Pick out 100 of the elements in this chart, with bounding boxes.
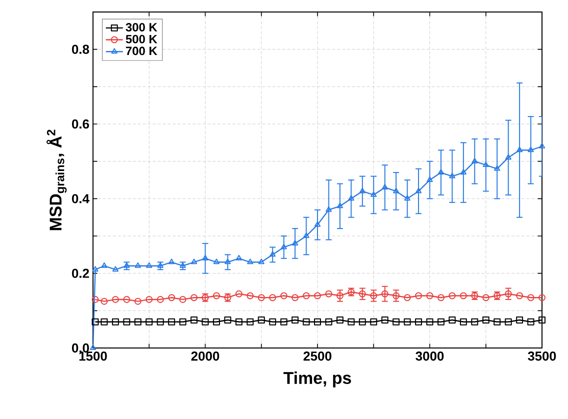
point [527,294,534,302]
point [112,318,119,326]
point [190,294,198,302]
point [190,316,198,324]
point [448,316,456,324]
point [157,262,164,268]
point [247,258,254,264]
point [280,292,288,300]
y-tick-label: 0.6 [72,119,90,129]
point [292,294,299,302]
point [392,318,400,326]
point [258,294,265,302]
point [168,258,175,264]
point [146,318,153,326]
legend-label: 700 K [126,46,158,56]
point [358,318,366,326]
point [504,318,512,326]
point [123,318,130,326]
point [504,290,512,298]
point [370,318,378,326]
point [134,262,141,268]
point [179,296,186,303]
point [392,188,400,194]
point [258,316,265,324]
point [370,292,378,300]
point [269,318,276,326]
y-tick-label: 0.2 [72,268,89,278]
point [123,296,130,303]
point [415,188,422,194]
point [224,316,232,324]
x-tick-label: 3500 [528,352,556,361]
point [482,294,490,302]
point [134,298,142,305]
point [314,292,321,300]
point [516,292,524,300]
point [168,318,176,326]
point [92,318,99,326]
point [348,318,355,326]
point [112,296,119,303]
point [471,318,478,326]
point [180,262,186,268]
point [325,318,332,326]
point [235,290,242,298]
y-tick-label: 0.4 [72,194,90,204]
point [124,262,130,268]
point [269,294,276,302]
point [246,292,254,300]
legend-label: 500 K [126,34,158,44]
point [404,318,411,326]
point [100,318,108,326]
point [235,318,242,326]
point [415,292,422,300]
point [212,292,220,300]
point [100,298,108,305]
point [404,294,411,302]
point [212,318,220,326]
x-tick-label: 2000 [191,352,220,361]
point [156,318,164,326]
point [516,316,524,324]
point [258,258,264,264]
point [415,318,422,326]
y-tick-label: 0.0 [72,343,89,353]
point [527,318,534,326]
point [482,316,490,324]
point [448,292,456,300]
point [336,316,344,324]
point [302,318,310,326]
point [146,296,153,303]
point [426,318,434,326]
point [426,292,434,300]
x-tick-label: 2500 [304,352,332,361]
y-axis-title: MSD$_{grains}$, Å$^{2}$ [46,130,67,230]
point [146,262,152,268]
point [236,254,242,260]
point [437,318,444,326]
point [325,290,332,298]
point [437,294,444,302]
point [358,290,366,298]
x-axis-title: Time, ps [283,372,351,388]
point [314,318,321,326]
point [460,318,467,326]
point [538,316,546,324]
point [381,316,388,324]
point [494,318,501,326]
point [202,318,209,326]
point [101,262,108,268]
x-tick-label: 3000 [416,352,444,361]
point [392,292,400,300]
point [213,258,220,264]
point [179,318,186,326]
point [302,292,310,300]
point [92,266,98,272]
point [190,258,198,264]
point [168,294,176,302]
point [246,318,254,326]
point [460,292,467,300]
point [336,292,344,300]
x-tick-label: 1500 [79,352,107,361]
y-tick-label: 0.8 [72,44,90,54]
point [112,266,119,272]
